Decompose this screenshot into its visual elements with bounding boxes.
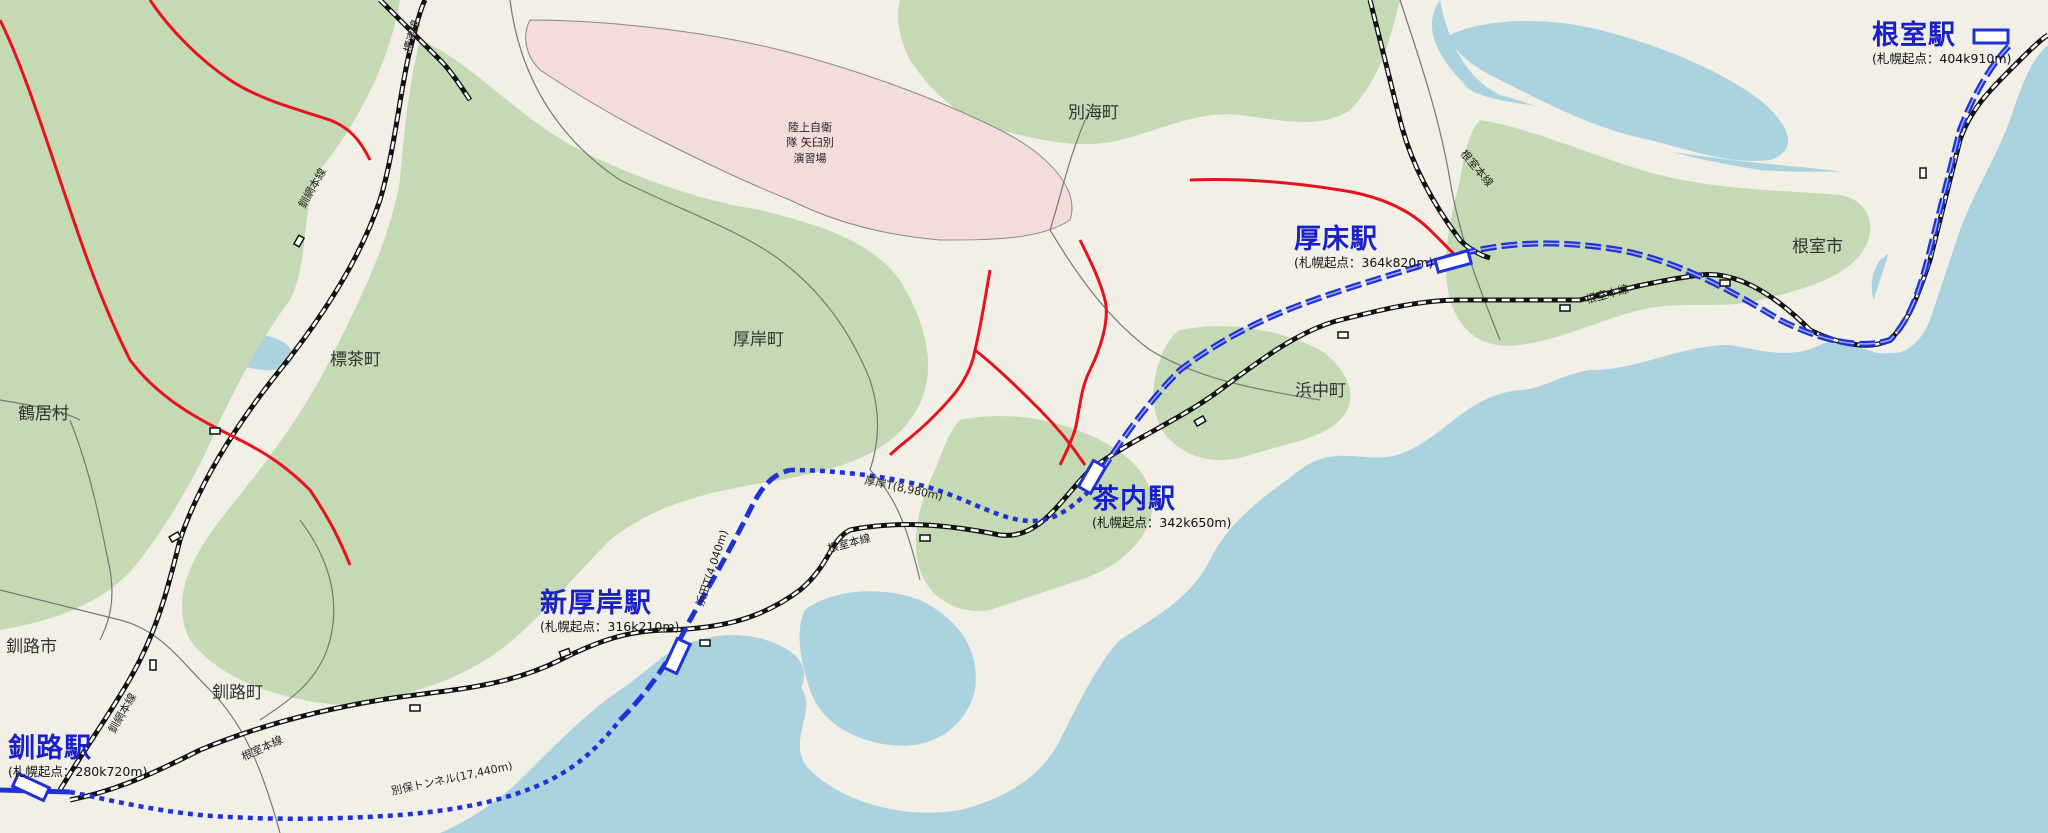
muni-nemuro-city: 根室市 — [1792, 237, 1843, 257]
station-distance: (札幌起点：316k210m) — [540, 619, 680, 634]
station-name: 根室駅 — [1872, 20, 1956, 51]
forest-west — [0, 0, 400, 630]
station-markers — [10, 28, 2010, 803]
muni-akkeshi: 厚岸町 — [733, 330, 784, 350]
muni-shibecha: 標茶町 — [330, 350, 381, 370]
forest-north — [898, 0, 1400, 145]
forest-central — [181, 40, 929, 705]
station-kushiro[interactable]: 釧路駅 (札幌起点：280k720m) — [8, 735, 147, 779]
station-marker-shin-akkeshi[interactable] — [661, 636, 693, 676]
lagoon-furen — [1450, 20, 1789, 161]
station-distance: (札幌起点：342k650m) — [1092, 515, 1232, 530]
label-training-area: 陸上自衛隊 矢臼別 演習場 — [786, 121, 834, 165]
forest-hamanaka — [1153, 326, 1351, 460]
station-marker-chanai[interactable] — [1076, 458, 1108, 496]
muni-betsukai: 別海町 — [1068, 103, 1119, 123]
training-area — [525, 19, 1073, 241]
station-distance: (札幌起点：280k720m) — [8, 764, 148, 779]
station-attoko[interactable]: 厚床駅 (札幌起点：364k820m) — [1294, 226, 1433, 270]
station-name: 厚床駅 — [1294, 224, 1378, 255]
minor-station-markers — [149, 167, 1927, 712]
station-name: 釧路駅 — [8, 733, 92, 764]
municipal-boundaries — [0, 0, 1501, 833]
muni-tsurui: 鶴居村 — [18, 404, 69, 424]
station-marker-kushiro[interactable] — [10, 771, 52, 803]
forest-east — [1445, 120, 1871, 346]
muni-kushiro-city: 釧路市 — [6, 637, 57, 657]
station-chanai[interactable]: 茶内駅 (札幌起点：342k650m) — [1092, 486, 1231, 530]
muni-kushiro-town: 釧路町 — [212, 683, 263, 703]
station-marker-nemuro[interactable] — [1972, 28, 2010, 45]
station-name: 新厚岸駅 — [540, 588, 652, 619]
station-marker-attoko[interactable] — [1433, 248, 1474, 274]
lake-akkeshi — [799, 591, 976, 746]
station-nemuro[interactable]: 根室駅 (札幌起点：404k910m) — [1872, 22, 2011, 66]
station-distance: (札幌起点：364k820m) — [1294, 255, 1434, 270]
station-distance: (札幌起点：404k910m) — [1872, 51, 2012, 66]
station-shin-akkeshi[interactable]: 新厚岸駅 (札幌起点：316k210m) — [540, 590, 679, 634]
red-lines — [0, 0, 1462, 566]
new-line — [0, 42, 2013, 821]
muni-hamanaka: 浜中町 — [1295, 381, 1346, 401]
station-name: 茶内駅 — [1092, 484, 1176, 515]
bay-akkeshi — [696, 635, 805, 706]
